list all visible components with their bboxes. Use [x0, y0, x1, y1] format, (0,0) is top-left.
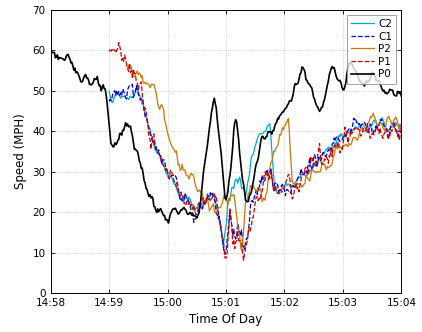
- P1: [399, 126, 404, 130]
- P0: [114, 141, 119, 145]
- Line: C2: C2: [109, 87, 401, 246]
- P1: [267, 176, 272, 180]
- C1: [399, 122, 404, 126]
- P1: [260, 190, 265, 194]
- P2: [260, 200, 265, 204]
- C1: [114, 93, 119, 97]
- P1: [248, 229, 253, 233]
- Legend: C2, C1, P2, P1, P0: C2, C1, P2, P1, P0: [347, 15, 396, 84]
- P0: [48, 51, 53, 55]
- P0: [262, 137, 267, 141]
- Line: P0: P0: [51, 51, 401, 223]
- P2: [399, 122, 404, 126]
- C2: [114, 91, 119, 95]
- C2: [248, 163, 253, 167]
- C1: [248, 205, 253, 209]
- C2: [399, 126, 404, 130]
- P2: [248, 184, 253, 188]
- P0: [59, 56, 64, 60]
- C2: [260, 131, 265, 135]
- C1: [260, 173, 265, 177]
- X-axis label: Time Of Day: Time Of Day: [189, 313, 262, 326]
- C2: [356, 124, 361, 128]
- Line: C1: C1: [109, 84, 401, 254]
- P0: [49, 49, 54, 53]
- P1: [114, 51, 119, 55]
- P2: [356, 135, 361, 139]
- Y-axis label: Speed (MPH): Speed (MPH): [14, 114, 27, 189]
- Line: P2: P2: [127, 65, 401, 251]
- P0: [399, 94, 404, 98]
- P0: [358, 79, 363, 83]
- P2: [267, 167, 272, 171]
- Line: P1: P1: [109, 42, 401, 260]
- C2: [267, 122, 272, 126]
- P0: [269, 132, 274, 136]
- C1: [356, 123, 361, 126]
- P0: [250, 185, 255, 189]
- C1: [267, 169, 272, 173]
- P0: [166, 221, 171, 225]
- P1: [356, 127, 361, 131]
